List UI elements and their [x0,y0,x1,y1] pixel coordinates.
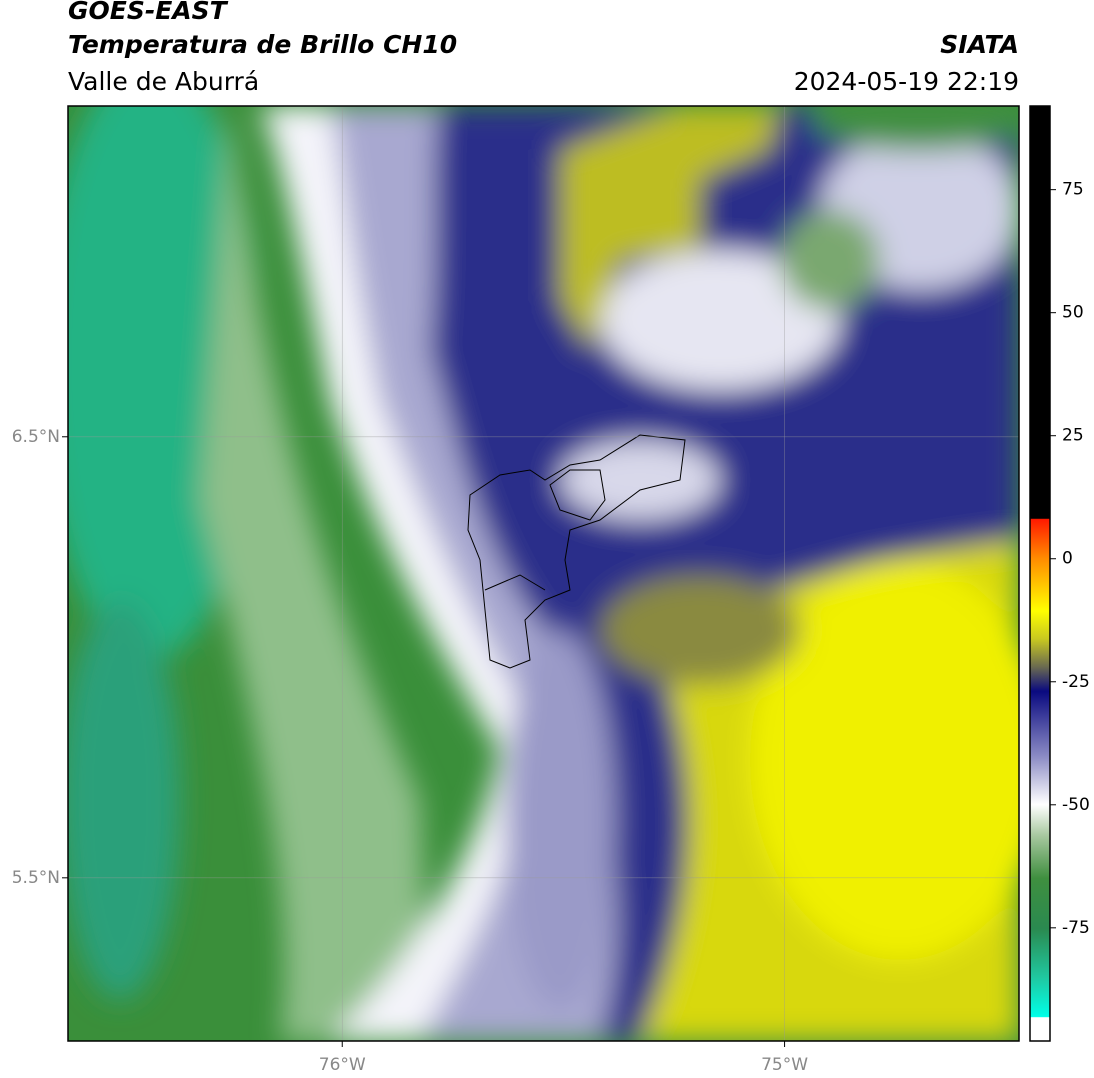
colorbar-tick-label: 25 [1062,426,1084,446]
x-tick-label: 75°W [761,1055,808,1075]
colorbar-tick-label: 50 [1062,303,1084,323]
map-frame [67,105,1020,1042]
region: Valle de Aburrá [68,67,259,96]
colorbar-tick-label: 0 [1062,549,1073,569]
graticule [68,106,1019,1041]
satellite-image [68,106,1019,1041]
y-tick-label: 6.5°N [12,427,60,447]
y-tick-label: 5.5°N [12,868,60,888]
subtitle: Temperatura de Brillo CH10 [68,30,457,59]
colorbar [1029,105,1051,1042]
colorbar-tick-label: -75 [1062,918,1090,938]
colorbar-tick-label: -25 [1062,672,1090,692]
source: SIATA [940,30,1019,59]
colorbar-tick-label: 75 [1062,180,1084,200]
title: GOES-EAST [68,0,229,25]
datetime: 2024-05-19 22:19 [794,67,1019,96]
x-tick-label: 76°W [319,1055,366,1075]
colorbar-tick-label: -50 [1062,795,1090,815]
